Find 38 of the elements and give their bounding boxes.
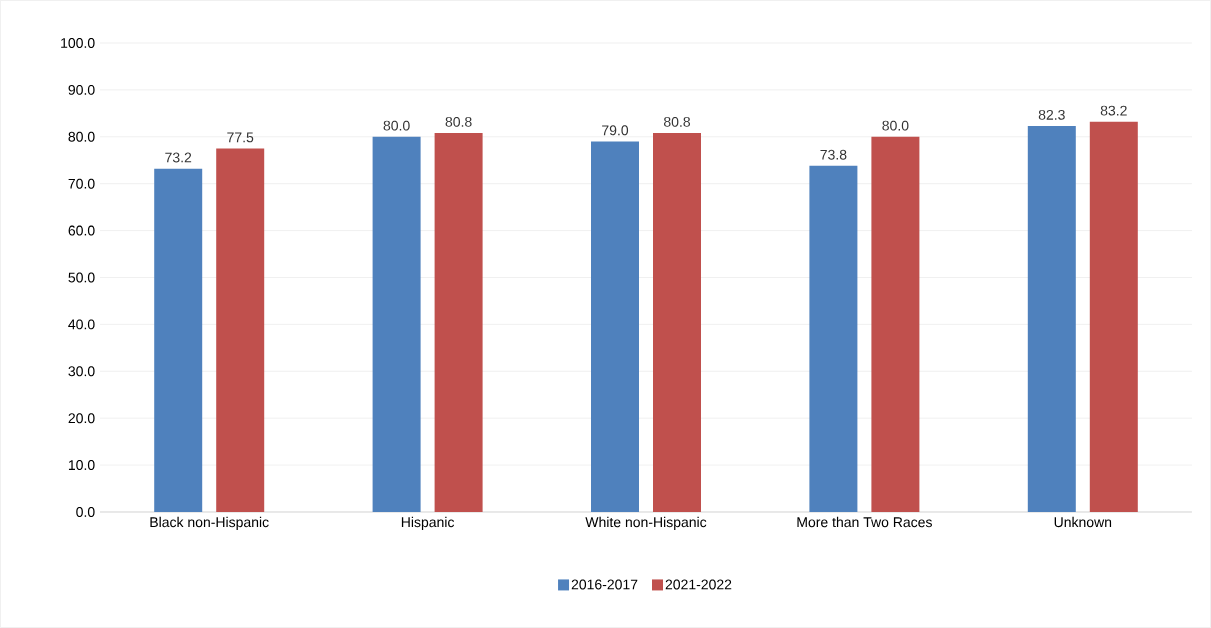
y-tick-label: 50.0 — [68, 272, 95, 283]
y-tick-label: 70.0 — [68, 178, 95, 189]
bar — [154, 168, 203, 512]
bar — [1027, 126, 1076, 512]
y-tick-label: 90.0 — [68, 84, 95, 95]
data-label: 80.8 — [663, 116, 691, 127]
bar — [1089, 121, 1138, 512]
bar — [653, 133, 701, 512]
x-tick-label: Unknown — [1054, 516, 1112, 528]
x-tick-label: Hispanic — [401, 516, 455, 530]
y-tick-label: 30.0 — [68, 366, 95, 377]
y-tick-label: 60.0 — [68, 225, 95, 236]
legend-label: 2021-2022 — [665, 579, 732, 590]
y-tick-label: 80.0 — [68, 131, 95, 142]
data-label: 80.0 — [882, 120, 909, 131]
y-tick-label: 100.0 — [61, 38, 95, 48]
x-tick-label: Black non-Hispanic — [150, 516, 269, 530]
bar — [591, 141, 639, 512]
data-label: 80.0 — [383, 120, 410, 131]
data-label: 79.0 — [602, 125, 629, 136]
x-tick-label: More than Two Races — [797, 516, 932, 528]
y-tick-label: 10.0 — [68, 460, 95, 471]
bar — [871, 136, 920, 512]
data-label: 80.8 — [445, 116, 472, 127]
data-label: 73.8 — [820, 149, 847, 160]
x-tick-label: White non-Hispanic — [585, 516, 707, 530]
data-label: 82.3 — [1038, 109, 1065, 120]
data-label: 77.5 — [227, 132, 254, 143]
legend-label: 2016-2017 — [571, 579, 638, 590]
data-label: 73.2 — [165, 152, 192, 163]
bar — [809, 165, 858, 512]
y-tick-label: 0.0 — [76, 507, 95, 517]
bar — [216, 148, 265, 512]
bar — [372, 136, 421, 512]
data-label: 83.2 — [1100, 105, 1127, 116]
bar — [434, 133, 483, 512]
y-tick-label: 20.0 — [68, 413, 95, 424]
y-tick-label: 40.0 — [68, 319, 95, 330]
